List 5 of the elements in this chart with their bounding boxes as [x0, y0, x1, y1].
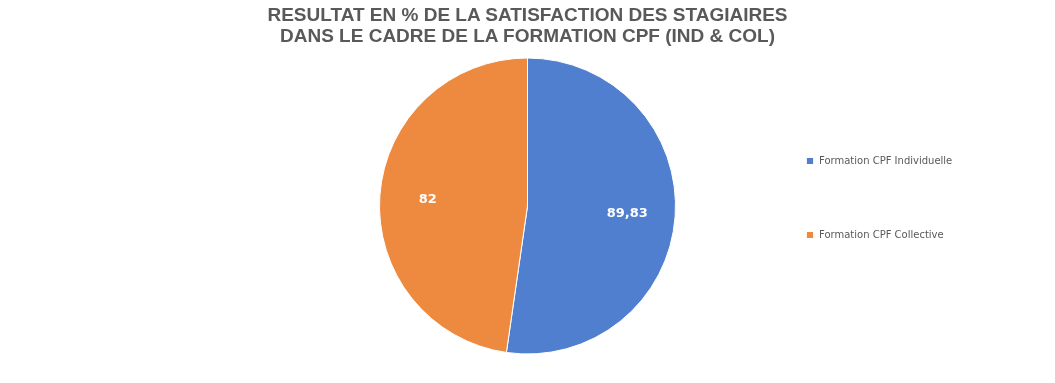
legend-label: Formation CPF Individuelle [819, 155, 953, 166]
data-label: 89,83 [606, 205, 648, 221]
legend-label: Formation CPF Collective [819, 229, 944, 240]
chart-title: RESULTAT EN % DE LA SATISFACTION DES STAGIAIRES DANS LE CADRE DE LA FORMATION CPF (IND & COL) [267, 4, 788, 46]
data-label: 82 [418, 190, 437, 206]
